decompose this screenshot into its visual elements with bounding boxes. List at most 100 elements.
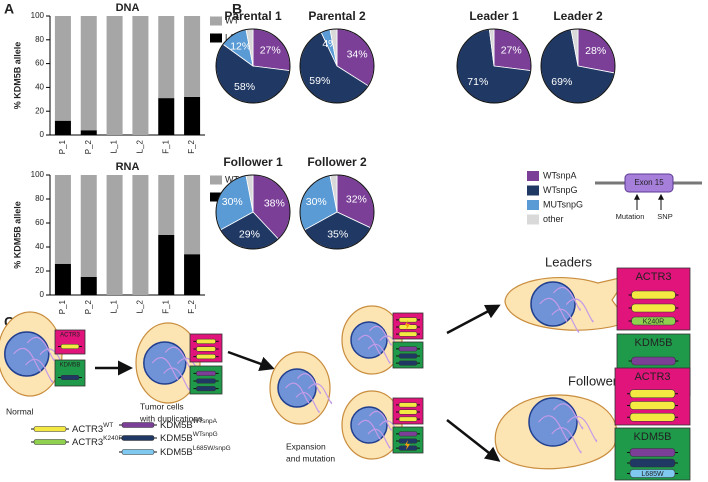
y-tick-label: 80 xyxy=(35,194,44,203)
legend-label: KDM5BWTsnpA xyxy=(160,418,218,431)
gene-copy xyxy=(398,353,418,359)
gene-box-label: KDM5B xyxy=(634,431,672,443)
group-label: Followers xyxy=(568,373,624,388)
chromatin xyxy=(357,334,381,355)
gene-copy xyxy=(398,416,418,422)
legend-label: WTsnpA xyxy=(543,170,577,180)
mutation-label: K240R xyxy=(643,318,664,325)
pie-value-label: 29% xyxy=(239,228,260,240)
legend-swatch xyxy=(527,214,539,225)
pie-outline xyxy=(215,28,291,104)
pie-value-label: 27% xyxy=(501,45,522,57)
mutation-bolt xyxy=(405,320,410,330)
chromatin xyxy=(13,347,42,372)
x-tick-label: P_2 xyxy=(84,299,93,314)
y-axis-label: % KDM5B allele xyxy=(12,42,22,110)
pie-value-label: 58% xyxy=(234,81,255,93)
nucleus xyxy=(143,341,187,385)
pie-title: Parental 2 xyxy=(308,9,366,23)
gene-copy xyxy=(196,378,216,384)
mutation-bolt xyxy=(405,440,410,450)
chromatin xyxy=(539,297,568,322)
gene-box-label: KDM5B xyxy=(635,337,673,349)
gene-copy xyxy=(33,426,67,432)
legend-name: ACTR3 xyxy=(72,437,103,448)
pie-title: Parental 1 xyxy=(224,9,282,23)
gene-box xyxy=(54,329,86,355)
legend-label: ACTR3WT xyxy=(72,422,113,435)
gene-copy xyxy=(629,412,676,422)
pie-title: Leader 1 xyxy=(469,9,519,23)
y-axis-label: % KDM5B allele xyxy=(12,201,22,269)
bar-segment xyxy=(54,16,71,121)
bar-segment xyxy=(54,120,71,135)
gene-copy xyxy=(629,389,676,399)
pie-outline xyxy=(215,174,291,250)
gene-copy xyxy=(398,317,418,323)
gene-copy xyxy=(33,439,67,445)
gene-copy xyxy=(398,438,418,444)
y-tick-label: 60 xyxy=(35,59,44,68)
y-tick-label: 100 xyxy=(31,170,45,179)
gene-copy xyxy=(398,409,418,415)
bar-segment xyxy=(184,16,201,97)
pie-value-label: 30% xyxy=(222,196,243,208)
stage-label: Expansion xyxy=(286,441,326,451)
gene-copy xyxy=(121,449,155,455)
chromatin xyxy=(357,419,381,440)
pie-value-label: 59% xyxy=(309,75,330,87)
legend-superscript: WTsnpA xyxy=(193,418,218,425)
nucleus xyxy=(530,281,576,327)
bar-segment xyxy=(184,254,201,295)
gene-copy xyxy=(631,290,676,300)
gene-copy xyxy=(196,338,216,344)
legend-label: ACTR3K240R xyxy=(72,435,123,448)
chromatin xyxy=(367,343,391,364)
gene-box-label: ACTR3 xyxy=(60,333,80,339)
pie-outline xyxy=(299,174,375,250)
chromatin xyxy=(163,367,190,391)
x-tick-label: L_1 xyxy=(110,139,119,153)
x-tick-label: P_1 xyxy=(58,139,67,154)
pie-title: Follower 2 xyxy=(307,155,367,169)
gene-copy xyxy=(398,431,418,437)
chromatin xyxy=(551,427,582,454)
chromatin xyxy=(151,357,179,381)
chromatin xyxy=(538,415,569,442)
legend-swatch xyxy=(210,16,222,26)
bar-segment xyxy=(106,16,123,135)
legend-name: KDM5B xyxy=(160,433,193,444)
gene-copy xyxy=(60,374,80,381)
exon-annotation: Mutation xyxy=(616,212,645,221)
gene-copy xyxy=(629,401,676,410)
chromatin xyxy=(295,392,320,413)
gene-copy xyxy=(196,370,216,376)
gene-copy xyxy=(121,422,155,428)
chromatin xyxy=(368,410,392,431)
gene-box-label: KDM5B xyxy=(60,363,81,369)
legend-superscript: K240R xyxy=(103,435,123,442)
y-tick-label: 40 xyxy=(35,83,44,92)
exon-label: Exon 15 xyxy=(634,178,664,187)
legend-swatch xyxy=(210,175,222,185)
nucleus xyxy=(4,331,50,377)
bar-segment xyxy=(54,175,71,264)
legend-superscript: WTsnpG xyxy=(193,431,218,438)
gene-copy xyxy=(196,386,216,392)
gene-copy xyxy=(121,435,155,441)
legend-label: KDM5BL685W/snpG xyxy=(160,445,231,458)
legend-label: WTsnpG xyxy=(543,185,578,195)
stage-label: with duplications xyxy=(139,413,202,423)
y-tick-label: 0 xyxy=(40,290,45,299)
pie-value-label: 28% xyxy=(585,45,606,57)
gene-copy xyxy=(60,343,80,350)
legend-swatch xyxy=(527,200,539,210)
gene-copy xyxy=(629,469,676,478)
chart-title: DNA xyxy=(116,2,140,14)
gene-copy xyxy=(631,316,676,326)
bar-segment xyxy=(106,175,123,295)
y-tick-label: 100 xyxy=(31,11,45,20)
legend-swatch xyxy=(527,171,539,181)
gene-copy xyxy=(398,331,418,337)
